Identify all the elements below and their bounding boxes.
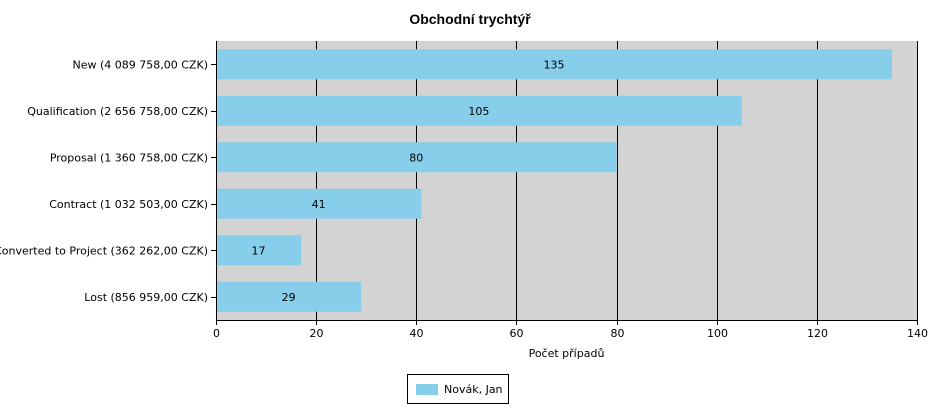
x-axis-title: Počet případů: [529, 347, 605, 360]
x-tick-label: 60: [510, 327, 524, 340]
bar-value-label: 41: [312, 198, 326, 211]
legend-label: Novák, Jan: [444, 382, 503, 396]
category-label: Qualification (2 656 758,00 CZK): [27, 105, 208, 118]
x-tick-label: 80: [611, 327, 625, 340]
bar: [216, 49, 892, 80]
x-tick-label: 100: [707, 327, 728, 340]
x-tick-label: 140: [907, 327, 928, 340]
category-label: Lost (856 959,00 CZK): [84, 291, 208, 304]
bar-value-label: 80: [409, 151, 423, 164]
bar: [216, 235, 302, 266]
x-tick-label: 120: [807, 327, 828, 340]
bar: [216, 142, 617, 173]
bar: [216, 188, 422, 219]
category-label: New (4 089 758,00 CZK): [73, 58, 208, 71]
plot-area: [216, 41, 917, 320]
bar: [216, 95, 742, 126]
bar-value-label: 105: [468, 105, 489, 118]
x-tick-label: 40: [410, 327, 424, 340]
bar-value-label: 29: [282, 291, 296, 304]
bar: [216, 281, 362, 312]
x-tick-label: 20: [310, 327, 324, 340]
x-tick-label: 0: [213, 327, 220, 340]
legend-swatch: [416, 383, 438, 395]
category-label: Converted to Project (362 262,00 CZK): [0, 244, 208, 257]
category-label: Contract (1 032 503,00 CZK): [49, 198, 208, 211]
bar-value-label: 135: [543, 58, 564, 71]
category-label: Proposal (1 360 758,00 CZK): [50, 151, 208, 164]
bar-value-label: 17: [252, 244, 266, 257]
chart-title: Obchodní trychtýř: [409, 11, 531, 27]
legend: Novák, Jan: [407, 374, 509, 404]
